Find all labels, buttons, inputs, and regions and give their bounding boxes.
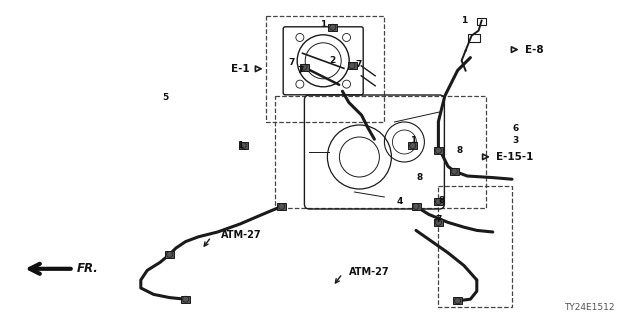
Text: 2: 2: [330, 56, 336, 65]
Bar: [434, 219, 443, 226]
Bar: [412, 203, 420, 210]
Bar: [477, 18, 486, 25]
Bar: [434, 147, 443, 154]
Bar: [300, 64, 308, 71]
Text: E-8: E-8: [525, 44, 543, 55]
Text: 8: 8: [438, 196, 445, 204]
Bar: [408, 142, 417, 149]
Text: 7: 7: [298, 66, 304, 75]
Bar: [181, 296, 190, 303]
Text: TY24E1512: TY24E1512: [564, 303, 614, 312]
Text: 3: 3: [512, 136, 518, 145]
Bar: [468, 34, 479, 42]
Text: 8: 8: [416, 173, 422, 182]
Text: 1: 1: [237, 141, 243, 150]
Bar: [450, 168, 459, 175]
Text: 6: 6: [512, 124, 518, 132]
Bar: [165, 251, 174, 258]
Bar: [348, 62, 356, 69]
Text: 7: 7: [288, 58, 294, 67]
Bar: [434, 198, 443, 205]
Text: 7: 7: [355, 60, 362, 68]
Bar: [277, 203, 286, 210]
Text: E-15-1: E-15-1: [496, 152, 533, 162]
Text: 8: 8: [456, 146, 463, 155]
Text: ATM-27: ATM-27: [349, 267, 389, 277]
Text: 1: 1: [461, 16, 467, 25]
Bar: [453, 297, 462, 304]
Text: 4: 4: [397, 197, 403, 206]
Text: ATM-27: ATM-27: [221, 230, 261, 240]
Bar: [239, 142, 248, 149]
Text: 7: 7: [435, 215, 442, 224]
Text: 1: 1: [410, 136, 416, 145]
Bar: [328, 24, 337, 31]
Text: FR.: FR.: [77, 262, 99, 275]
Text: 1: 1: [320, 20, 326, 28]
Text: E-1: E-1: [231, 64, 250, 74]
Text: 5: 5: [162, 93, 168, 102]
